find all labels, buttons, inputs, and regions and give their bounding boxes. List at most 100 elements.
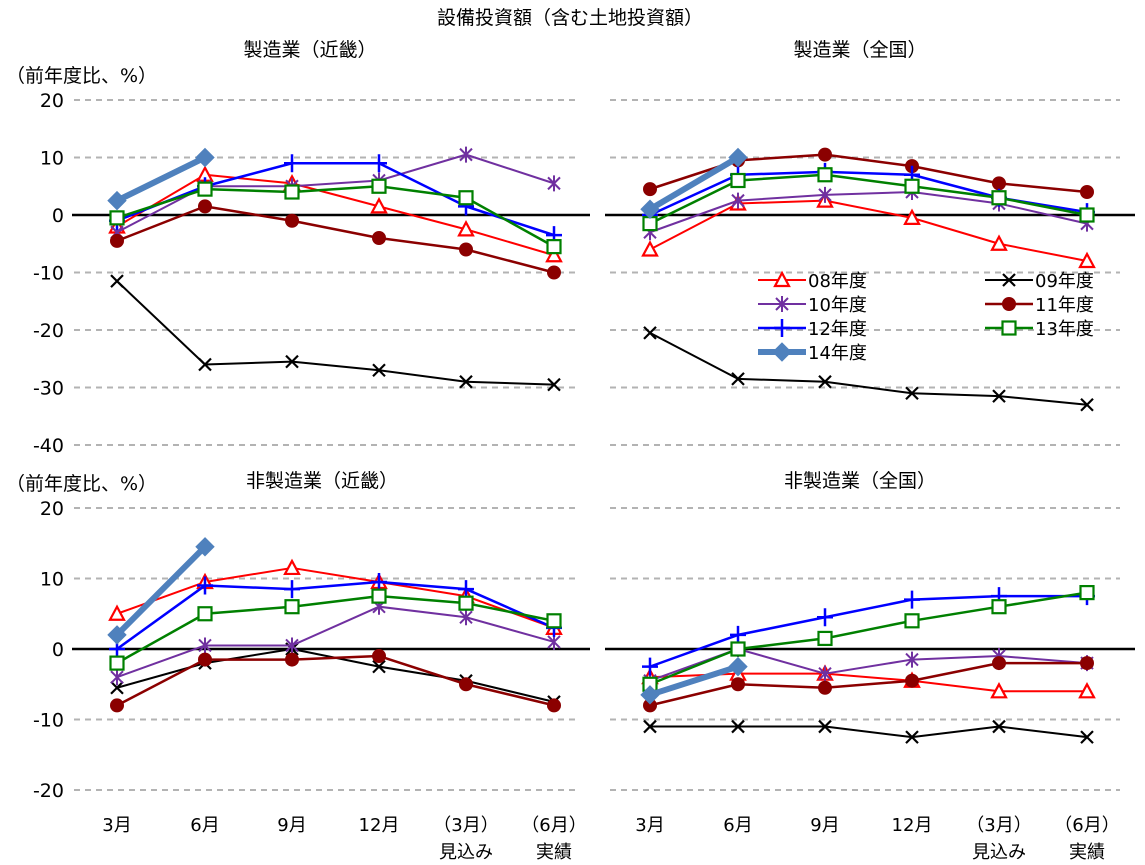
legend-label: 10年度 [808,295,867,316]
x-tick-sublabel: 見込み [972,842,1026,863]
legend-item: 11年度 [985,295,1094,316]
legend-label: 14年度 [808,343,867,364]
data-point [993,177,1006,190]
x-tick-label: 3月 [102,815,131,836]
plot-area: 20 10 0 -10 -20 -30 -40 20 10 0 -10 -20 3月 6月 9月 12月 （3月… [33,90,1135,863]
data-point [373,590,386,603]
legend-marker [774,319,790,337]
legend-item: 12年度 [758,319,867,340]
data-point [817,608,833,626]
y-tick-label: -30 [33,378,64,400]
data-point [548,240,561,253]
data-point [548,614,561,627]
series-line [650,667,738,695]
legend-item: 09年度 [985,271,1094,292]
legend: 08年度 09年度 10年度 11年度 12年度 13年度 14年度 [758,271,1094,364]
legend-item: 14年度 [758,343,867,364]
data-point [286,600,299,613]
legend-item: 13年度 [985,319,1094,340]
series-line [650,333,1087,405]
data-point [819,148,832,161]
legend-label: 13年度 [1035,319,1094,340]
data-point [732,678,745,691]
series-line [117,163,554,235]
data-point [199,653,212,666]
data-point [110,607,124,620]
data-point [460,243,473,256]
data-point [460,147,472,163]
legend-label: 09年度 [1035,271,1094,292]
data-point [373,180,386,193]
y-tick-label: 20 [40,498,64,520]
y-tick-label: 20 [40,90,64,112]
data-point [284,580,300,598]
legend-item: 10年度 [758,295,867,316]
legend-marker [773,343,791,361]
data-point [199,607,212,620]
data-point [904,591,920,609]
x-tick-label: 12月 [892,815,933,836]
data-point [548,699,561,712]
y-tick-label: -40 [33,435,64,457]
x-tick-label: 9月 [810,815,839,836]
chart-title-nonmfg-national: 非製造業（全国） [784,470,936,492]
data-point [1081,586,1094,599]
series-line [117,582,554,649]
data-point [993,657,1006,670]
data-point [819,168,832,181]
y-unit-label-bottom: （前年度比、%） [6,473,157,495]
legend-label: 08年度 [808,271,867,292]
series-line [650,727,1087,738]
series-line [117,656,554,705]
data-point [732,643,745,656]
y-tick-label: 10 [40,148,64,170]
data-point [643,243,657,256]
data-point [993,600,1006,613]
data-point [111,234,124,247]
data-point [1081,186,1094,199]
data-point [644,183,657,196]
data-point [111,669,123,685]
data-point [199,183,212,196]
data-point [286,653,299,666]
x-tick-sublabel: 実績 [1069,842,1105,863]
y-tick-label: 0 [52,639,64,661]
data-point [286,214,299,227]
data-point [906,180,919,193]
y-tick-label: -20 [33,780,64,802]
x-tick-label: （6月） [1054,815,1119,836]
x-tick-label: 12月 [359,815,400,836]
chart-main-title: 設備投資額（含む土地投資額） [437,7,703,29]
data-point [286,186,299,199]
x-tick-label: （3月） [966,815,1031,836]
data-point [111,657,124,670]
data-point [819,681,832,694]
data-point [373,232,386,245]
data-point [906,674,919,687]
data-point [644,327,656,339]
series-line [650,663,1087,705]
data-point [1081,657,1094,670]
series-line [117,206,554,272]
y-tick-label: -20 [33,320,64,342]
y-tick-label: -10 [33,710,64,732]
chart-title-nonmfg-kinki: 非製造業（近畿） [246,470,398,492]
data-point [819,632,832,645]
x-tick-sublabel: 見込み [439,842,493,863]
data-point [993,191,1006,204]
y-tick-label: 10 [40,569,64,591]
chart-title-mfg-kinki: 製造業（近畿） [243,39,376,61]
data-point [730,626,746,644]
data-point [548,175,560,191]
series-line [650,192,1087,232]
x-tick-label: （3月） [433,815,498,836]
legend-marker [1003,298,1016,311]
data-point [906,614,919,627]
legend-label: 11年度 [1035,295,1094,316]
y-tick-label: -10 [33,263,64,285]
data-point [732,174,745,187]
data-point [1081,209,1094,222]
legend-label: 12年度 [808,319,867,340]
x-tick-label: （6月） [521,815,586,836]
data-point [460,597,473,610]
